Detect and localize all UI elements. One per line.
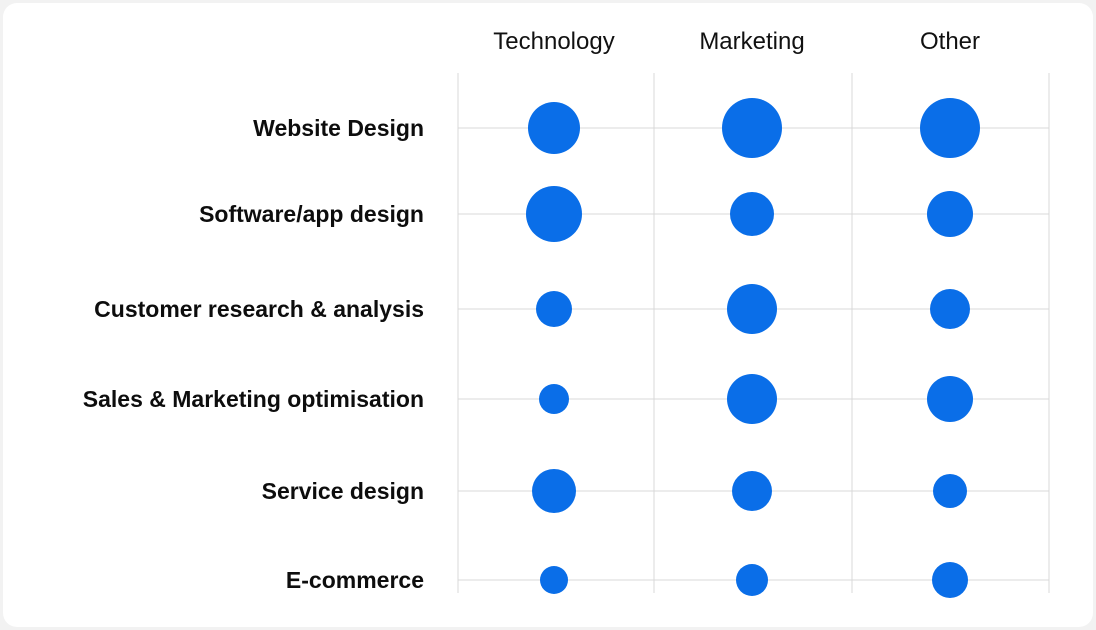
bubble-r0-c1: [722, 98, 782, 158]
row-label-4: Service design: [262, 478, 424, 504]
row-label-3: Sales & Marketing optimisation: [83, 386, 424, 412]
row-label-1: Software/app design: [199, 201, 424, 227]
column-label-1: Marketing: [699, 28, 804, 55]
bubbles: [526, 98, 980, 598]
bubble-r1-c2: [927, 191, 973, 237]
bubble-matrix-chart: Technology Marketing Other Website Design S…: [83, 28, 1050, 598]
bubble-r1-c0: [526, 186, 582, 242]
bubble-r0-c0: [528, 102, 580, 154]
bubble-r5-c1: [736, 564, 768, 596]
bubble-r2-c2: [930, 289, 970, 329]
bubble-r4-c1: [732, 471, 772, 511]
bubble-r2-c1: [727, 284, 777, 334]
row-label-0: Website Design: [253, 115, 424, 141]
row-labels: Website Design Software/app design Custome…: [83, 115, 424, 593]
bubble-r4-c2: [933, 474, 967, 508]
bubble-r2-c0: [536, 291, 572, 327]
bubble-r1-c1: [730, 192, 774, 236]
column-label-2: Other: [920, 28, 980, 55]
bubble-r5-c0: [540, 566, 568, 594]
bubble-r4-c0: [532, 469, 576, 513]
bubble-r3-c1: [727, 374, 777, 424]
row-label-2: Customer research & analysis: [94, 296, 424, 322]
bubble-r5-c2: [932, 562, 968, 598]
bubble-r0-c2: [920, 98, 980, 158]
bubble-r3-c2: [927, 376, 973, 422]
bubble-r3-c0: [539, 384, 569, 414]
column-label-0: Technology: [493, 28, 614, 55]
row-label-5: E-commerce: [286, 567, 424, 593]
column-labels: Technology Marketing Other: [493, 28, 980, 55]
chart-card: Technology Marketing Other Website Design S…: [3, 3, 1093, 627]
